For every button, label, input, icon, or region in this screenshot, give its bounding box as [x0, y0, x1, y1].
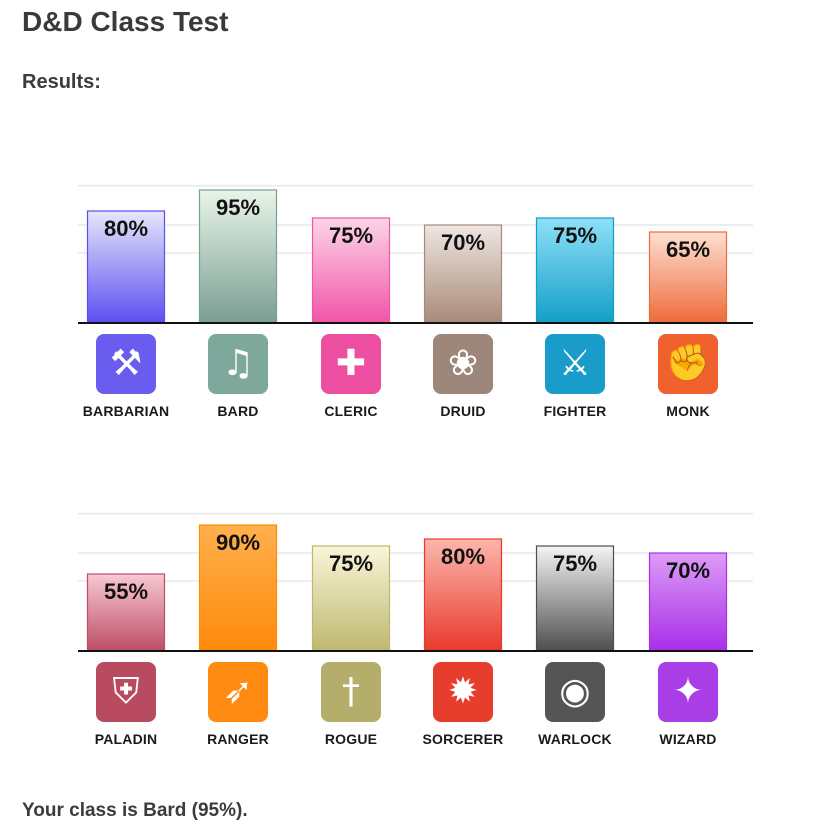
category-label: RANGER — [207, 731, 269, 747]
class-paladin: ⛨ PALADIN — [71, 662, 181, 747]
category-label: BARBARIAN — [82, 403, 170, 419]
eye-icon: ◉ — [545, 662, 605, 722]
lyre-icon: ♫ — [208, 334, 268, 394]
value-label-monk: 65% — [666, 237, 710, 262]
class-wizard: ✦ WIZARD — [633, 662, 743, 747]
bar-paladin — [86, 573, 166, 652]
bar-barbarian — [86, 210, 166, 324]
paw-icon: ❀ — [433, 334, 493, 394]
class-score-chart-2: 55% 90% 75% 80% 75% 70% — [78, 513, 753, 652]
value-label-sorcerer: 80% — [441, 544, 485, 569]
value-label-warlock: 75% — [553, 551, 597, 576]
category-label: CLERIC — [324, 403, 378, 419]
class-icon-row-2: ⛨ PALADIN ➶ RANGER † ROGUE ✹ SORCERER ◉ WARLOCK ✦ W… — [0, 662, 822, 772]
category-label: PALADIN — [94, 731, 158, 747]
category-label: WARLOCK — [538, 731, 612, 747]
class-rogue: † ROGUE — [296, 662, 406, 747]
crossed-swords-icon: ⚔ — [545, 334, 605, 394]
value-label-rogue: 75% — [329, 551, 373, 576]
value-label-paladin: 55% — [104, 579, 148, 604]
axe-icon: ⚒ — [96, 334, 156, 394]
holy-symbol-icon: ✚ — [321, 334, 381, 394]
class-sorcerer: ✹ SORCERER — [408, 662, 518, 747]
value-label-bard: 95% — [216, 195, 260, 220]
bar-cleric — [311, 217, 391, 324]
class-bard: ♫ BARD — [183, 334, 293, 419]
category-label: MONK — [666, 403, 710, 419]
flame-icon: ✹ — [433, 662, 493, 722]
class-icon-row-1: ⚒ BARBARIAN ♫ BARD ✚ CLERIC ❀ DRUID ⚔ FIGHTER ✊ MON… — [0, 334, 822, 444]
value-label-fighter: 75% — [553, 223, 597, 248]
result-summary: Your class is Bard (95%). — [22, 800, 248, 821]
class-score-chart-1: 80% 95% 75% 70% 75% 65% — [78, 185, 753, 324]
class-druid: ❀ DRUID — [408, 334, 518, 419]
category-label: FIGHTER — [543, 403, 607, 419]
bar-bard — [198, 189, 278, 324]
helmet-icon: ⛨ — [96, 662, 156, 722]
bar-warlock — [535, 545, 615, 652]
category-label: WIZARD — [659, 731, 717, 747]
class-warlock: ◉ WARLOCK — [520, 662, 630, 747]
category-label: ROGUE — [324, 731, 378, 747]
category-label: DRUID — [440, 403, 486, 419]
bow-icon: ➶ — [208, 662, 268, 722]
results-heading: Results: — [22, 71, 101, 93]
bar-sorcerer — [423, 538, 503, 652]
category-label: BARD — [217, 403, 259, 419]
bar-wizard — [648, 552, 728, 652]
class-ranger: ➶ RANGER — [183, 662, 293, 747]
category-label: SORCERER — [422, 731, 504, 747]
class-cleric: ✚ CLERIC — [296, 334, 406, 419]
page-title: D&D Class Test — [22, 6, 229, 37]
value-label-ranger: 90% — [216, 530, 260, 555]
class-monk: ✊ MONK — [633, 334, 743, 419]
value-label-barbarian: 80% — [104, 216, 148, 241]
class-barbarian: ⚒ BARBARIAN — [71, 334, 181, 419]
spellbook-icon: ✦ — [658, 662, 718, 722]
dagger-key-icon: † — [321, 662, 381, 722]
fist-icon: ✊ — [658, 334, 718, 394]
value-label-wizard: 70% — [666, 558, 710, 583]
bar-ranger — [198, 524, 278, 652]
value-label-cleric: 75% — [329, 223, 373, 248]
class-fighter: ⚔ FIGHTER — [520, 334, 630, 419]
value-label-druid: 70% — [441, 230, 485, 255]
